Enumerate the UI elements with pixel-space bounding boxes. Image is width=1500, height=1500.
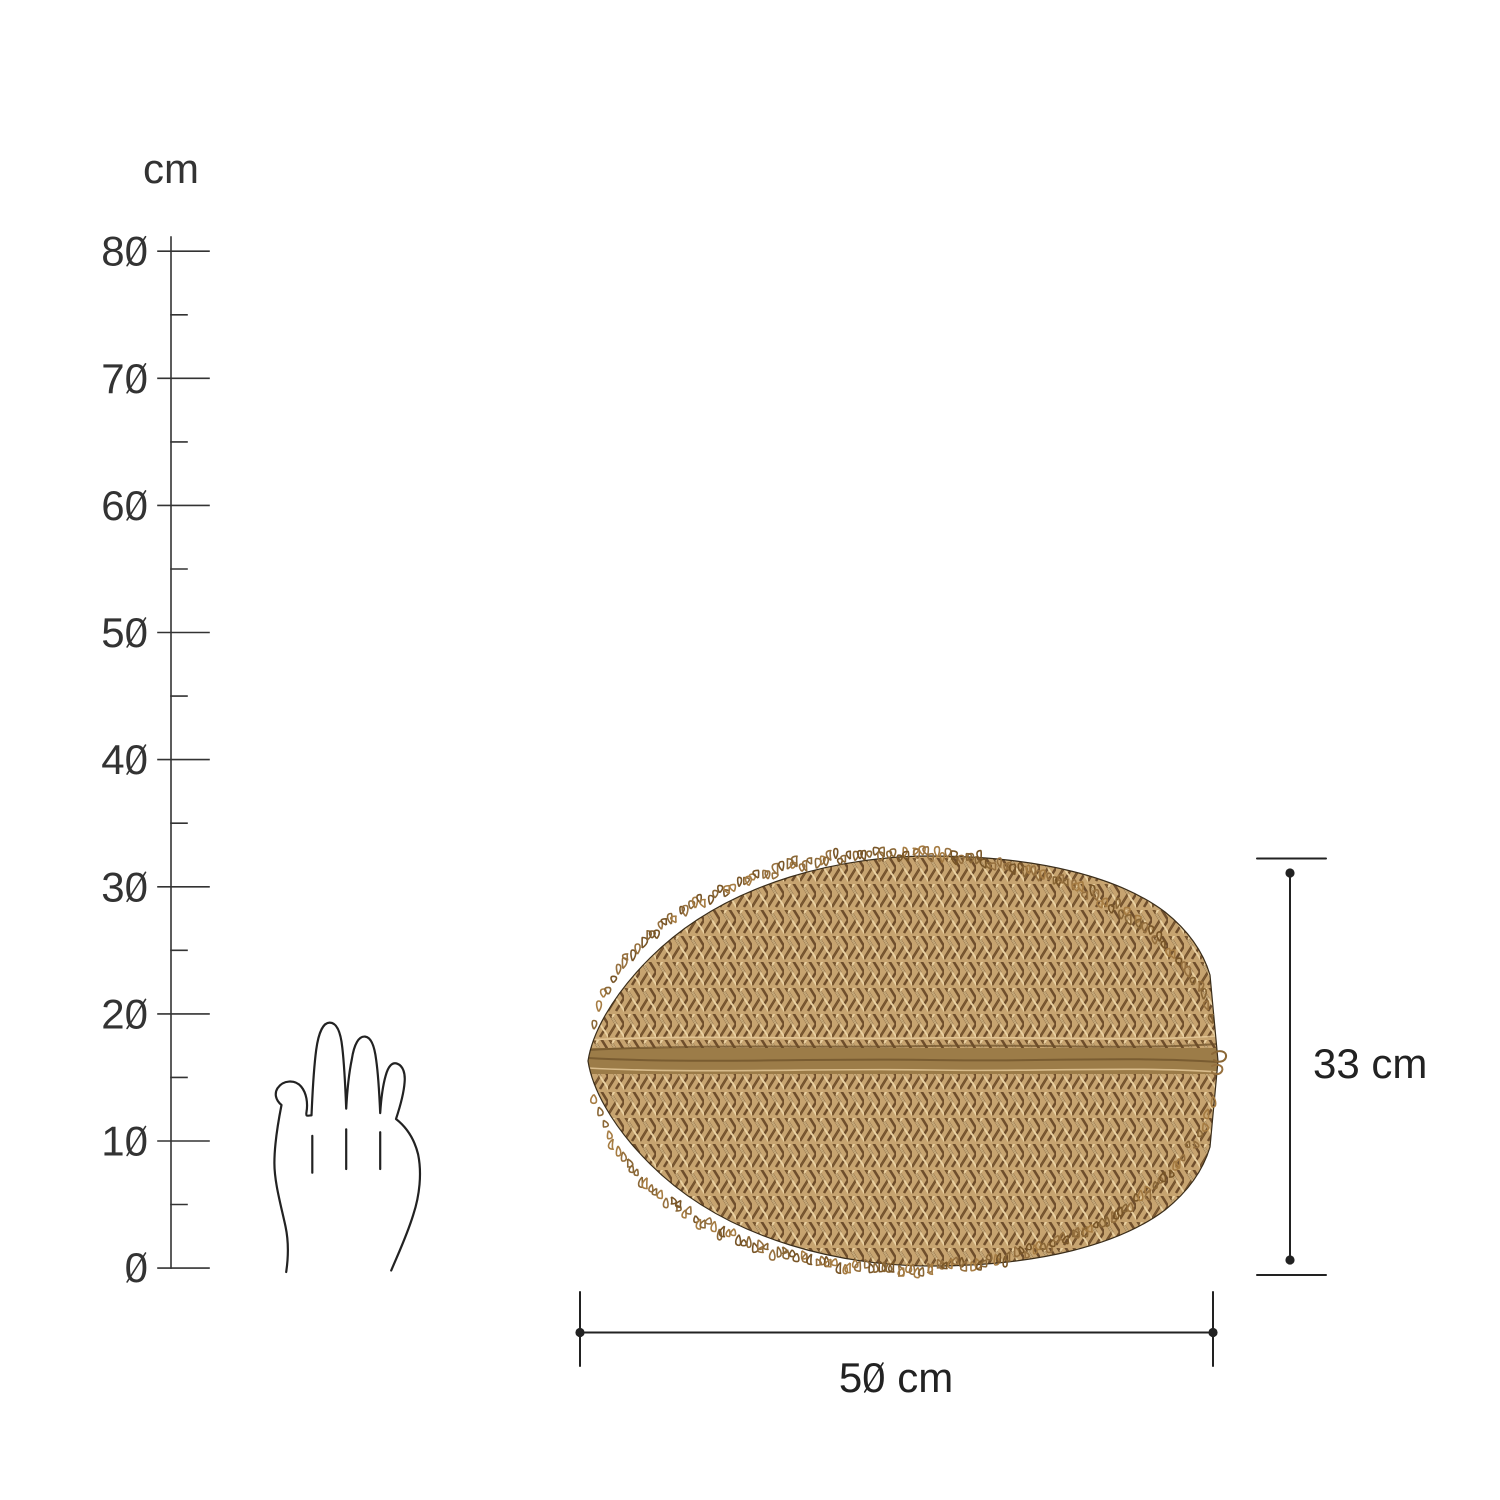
svg-text:60: 60: [101, 482, 148, 529]
svg-text:20: 20: [101, 990, 148, 1037]
svg-text:80: 80: [101, 228, 148, 275]
svg-text:50: 50: [101, 609, 148, 656]
svg-text:10: 10: [101, 1118, 148, 1165]
svg-text:70: 70: [101, 355, 148, 402]
svg-text:cm: cm: [143, 145, 199, 192]
svg-text:33 cm: 33 cm: [1313, 1040, 1427, 1087]
svg-text:30: 30: [101, 863, 148, 910]
svg-text:40: 40: [101, 736, 148, 783]
svg-text:50 cm: 50 cm: [839, 1354, 953, 1401]
